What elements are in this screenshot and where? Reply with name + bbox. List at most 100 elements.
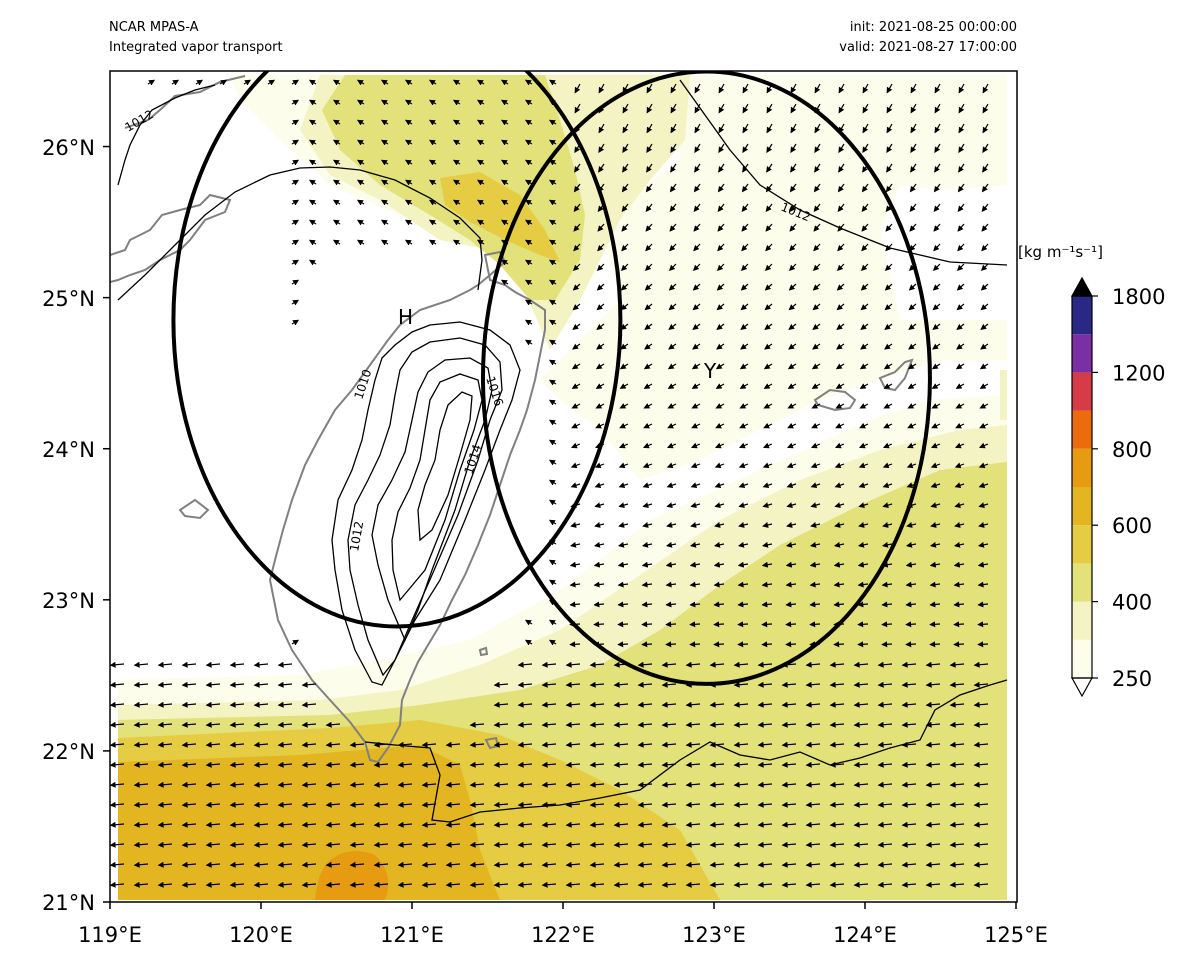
ivt-vector: [886, 163, 893, 173]
ivt-vector: [861, 203, 869, 213]
ivt-vector: [646, 123, 653, 134]
ivt-vector: [742, 123, 749, 134]
ivt-vector: [181, 721, 197, 728]
ivt-vector: [925, 821, 941, 828]
ivt-vector: [810, 522, 821, 528]
ivt-vector: [901, 741, 917, 748]
ivt-vector: [524, 339, 533, 346]
ivt-vector: [356, 79, 365, 86]
ivt-vector: [829, 721, 845, 728]
ivt-vector: [901, 841, 917, 848]
ivt-vector: [524, 319, 533, 326]
ivt-vector: [882, 462, 893, 469]
ivt-vector: [598, 163, 605, 173]
ivt-vector: [716, 303, 725, 311]
ivt-vector: [956, 303, 965, 311]
ivt-vector: [404, 219, 413, 226]
ivt-vector: [789, 243, 797, 252]
ivt-vector: [709, 841, 725, 848]
ivt-vector: [500, 279, 509, 286]
ivt-vector: [291, 159, 300, 166]
ivt-vector: [757, 761, 773, 768]
ivt-vector: [766, 163, 773, 173]
ivt-vector: [493, 701, 509, 708]
ivt-vector: [277, 661, 293, 668]
ivt-vector: [637, 681, 653, 688]
ivt-vector: [380, 79, 389, 86]
ivt-vector: [886, 83, 893, 94]
ivt-vector: [670, 163, 677, 173]
ivt-vector: [929, 561, 941, 568]
ivt-vector: [110, 661, 125, 668]
ivt-vector: [834, 482, 845, 489]
ivt-vector: [428, 159, 437, 166]
ivt-vector: [715, 383, 725, 389]
y-tick-label: 26°N: [42, 136, 95, 160]
ivt-vector: [548, 379, 557, 386]
ivt-vector: [308, 199, 317, 206]
colorbar-tick-label: 600: [1112, 514, 1152, 538]
ivt-vector: [787, 403, 797, 409]
ivt-vector: [953, 601, 965, 608]
ivt-vector: [857, 581, 869, 588]
ivt-vector: [661, 801, 677, 808]
ivt-vector: [500, 259, 509, 266]
ivt-vector: [714, 462, 725, 469]
ivt-vector: [973, 701, 989, 708]
ivt-vector: [836, 303, 845, 311]
ivt-vector: [291, 179, 300, 186]
ivt-vector: [668, 343, 677, 350]
ivt-vector: [973, 881, 989, 888]
ivt-vector: [693, 203, 701, 213]
ivt-vector: [954, 522, 965, 528]
ivt-vector: [877, 761, 893, 768]
ivt-vector: [332, 179, 341, 186]
ivt-vector: [617, 561, 629, 568]
ivt-vector: [524, 179, 533, 186]
ivt-vector: [572, 323, 581, 330]
ivt-vector: [716, 343, 725, 350]
ivt-vector: [291, 299, 300, 306]
ivt-vector: [452, 179, 461, 186]
ivt-vector: [738, 522, 749, 528]
ivt-vector: [981, 183, 989, 193]
ivt-vector: [877, 801, 893, 808]
ivt-vector: [853, 661, 869, 668]
ivt-vector: [181, 701, 197, 708]
ivt-vector: [881, 621, 893, 628]
ivt-vector: [332, 239, 341, 246]
ivt-vector: [905, 601, 917, 608]
ivt-vector: [277, 681, 293, 688]
ivt-vector: [958, 83, 965, 94]
ivt-vector: [785, 601, 797, 608]
ivt-vector: [253, 741, 269, 748]
ivt-vector: [110, 721, 125, 728]
ivt-vector: [882, 522, 893, 528]
ivt-vector: [934, 103, 941, 114]
ivt-vector: [572, 283, 581, 291]
ivt-vector: [685, 781, 701, 788]
ivt-vector: [907, 403, 917, 409]
ivt-vector: [421, 781, 437, 788]
ivt-vector: [637, 841, 653, 848]
ivt-vector: [955, 422, 965, 429]
ivt-vector: [761, 581, 773, 588]
ivt-vector: [548, 499, 557, 506]
ivt-vector: [953, 621, 965, 628]
ivt-vector: [814, 123, 821, 134]
ivt-vector: [925, 661, 941, 668]
ivt-vector: [805, 801, 821, 808]
ivt-vector: [861, 243, 869, 252]
title-block: NCAR MPAS-A Integrated vapor transport: [109, 18, 283, 58]
ivt-vector: [884, 263, 893, 272]
ivt-vectors: [110, 79, 989, 888]
ivt-vector: [925, 881, 941, 888]
ivt-vector: [642, 522, 653, 528]
ivt-vector: [781, 681, 797, 688]
ivt-vector: [949, 821, 965, 828]
ivt-vector: [445, 821, 461, 828]
ivt-vector: [571, 383, 581, 389]
ivt-vector: [689, 561, 701, 568]
ivt-vector: [356, 199, 365, 206]
ivt-vector: [548, 419, 557, 426]
